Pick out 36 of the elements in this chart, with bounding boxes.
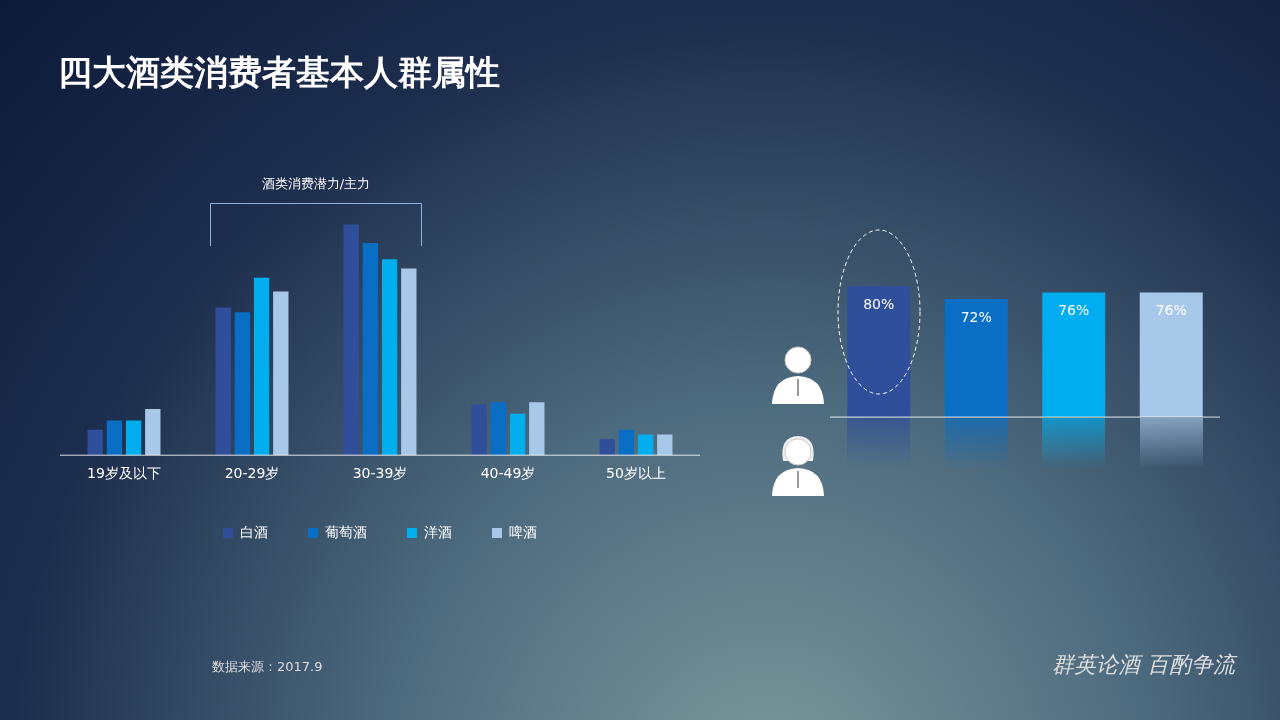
bar: [362, 243, 379, 456]
bar: [145, 409, 161, 456]
legend-label: 啤酒: [509, 523, 537, 540]
data-label: 76%: [1058, 302, 1090, 319]
x-tick-label: 40-49岁: [480, 465, 536, 482]
bar: [343, 224, 359, 456]
bar: [215, 307, 231, 456]
data-label: 80%: [863, 295, 895, 312]
bar: [87, 429, 103, 456]
bar: [401, 268, 417, 456]
legend-label: 白酒: [240, 523, 268, 540]
text: 酒类消费潜力/主力: [261, 174, 371, 193]
bar: [490, 402, 507, 456]
bar: [637, 434, 654, 456]
legend-label: 洋酒: [424, 523, 452, 540]
bar: [509, 413, 526, 456]
legend-label: 葡萄酒: [325, 523, 367, 540]
x-tick-label: 20-29岁: [224, 465, 280, 482]
data-label: 76%: [1155, 302, 1187, 319]
x-tick-label: 50岁以上: [606, 465, 666, 482]
bar: [471, 404, 487, 456]
bar: [657, 434, 673, 456]
bar: [253, 277, 270, 456]
bar: [273, 291, 289, 456]
chart-title: 四大酒类消费者基本人群属性: [58, 51, 500, 94]
bar: [125, 420, 142, 456]
bar: [529, 402, 545, 456]
bar: [599, 439, 615, 456]
x-tick-label: 30-39岁: [352, 465, 408, 482]
data-label: 72%: [960, 308, 992, 325]
bar: [106, 420, 123, 456]
bar: [618, 429, 635, 456]
x-tick-label: 19岁及以下: [87, 465, 161, 482]
bar: [234, 312, 251, 456]
source-note: 数据来源：2017.9: [212, 658, 323, 676]
bar: [381, 259, 398, 456]
